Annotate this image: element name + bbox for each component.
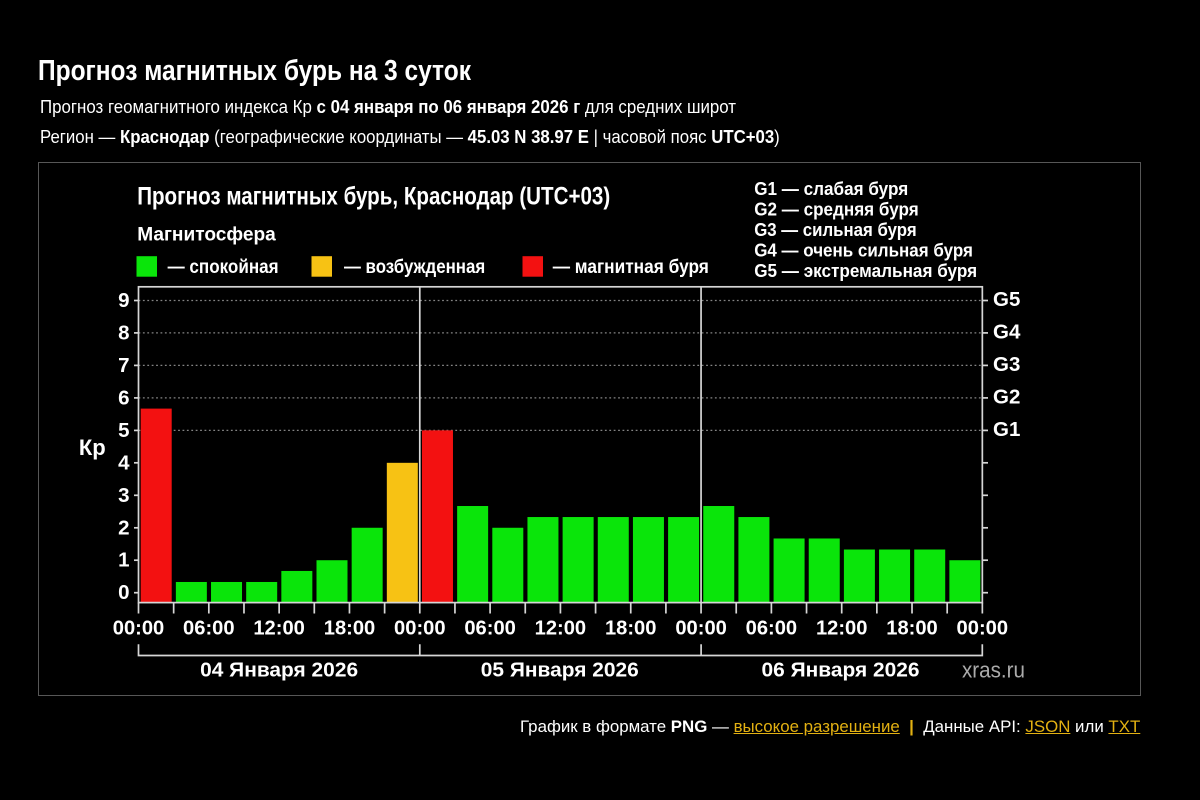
svg-text:06:00: 06:00 [183, 616, 235, 639]
svg-text:06:00: 06:00 [464, 616, 516, 639]
svg-text:Прогноз магнитных бурь, Красно: Прогноз магнитных бурь, Краснодар (UTC+0… [137, 182, 610, 210]
svg-text:7: 7 [118, 354, 129, 377]
svg-text:00:00: 00:00 [394, 616, 446, 639]
svg-text:G2: G2 [993, 386, 1020, 409]
svg-text:1: 1 [118, 549, 129, 572]
svg-text:Магнитосфера: Магнитосфера [137, 223, 276, 245]
svg-text:00:00: 00:00 [675, 616, 727, 639]
svg-text:G1: G1 [993, 418, 1020, 441]
svg-text:06:00: 06:00 [746, 616, 798, 639]
svg-text:G1 — слабая буря: G1 — слабая буря [754, 178, 908, 199]
svg-text:18:00: 18:00 [605, 616, 657, 639]
svg-text:06 Января 2026: 06 Января 2026 [762, 659, 920, 682]
svg-text:— спокойная: — спокойная [168, 256, 279, 278]
svg-text:3: 3 [118, 484, 129, 507]
svg-text:05 Января 2026: 05 Января 2026 [481, 659, 639, 682]
svg-text:G5 — экстремальная буря: G5 — экстремальная буря [754, 260, 977, 281]
svg-text:6: 6 [118, 386, 129, 409]
svg-text:xras.ru: xras.ru [962, 658, 1025, 683]
svg-text:G4: G4 [993, 321, 1021, 344]
svg-text:00:00: 00:00 [113, 616, 165, 639]
svg-text:G3 — сильная буря: G3 — сильная буря [754, 219, 917, 240]
svg-text:12:00: 12:00 [253, 616, 305, 639]
svg-text:9: 9 [118, 289, 129, 312]
svg-text:2: 2 [118, 516, 129, 539]
svg-text:0: 0 [118, 581, 129, 604]
svg-text:Кр: Кр [79, 435, 106, 460]
svg-text:4: 4 [118, 451, 130, 474]
svg-text:— магнитная буря: — магнитная буря [553, 256, 709, 278]
svg-text:04 Января 2026: 04 Января 2026 [200, 659, 358, 682]
svg-text:18:00: 18:00 [886, 616, 938, 639]
svg-text:G5: G5 [993, 288, 1020, 311]
svg-text:5: 5 [118, 419, 129, 442]
svg-text:00:00: 00:00 [957, 616, 1009, 639]
svg-text:— возбужденная: — возбужденная [344, 256, 485, 278]
svg-text:12:00: 12:00 [535, 616, 587, 639]
svg-text:G3: G3 [993, 353, 1020, 376]
svg-text:G4 — очень сильная буря: G4 — очень сильная буря [754, 240, 973, 261]
svg-text:8: 8 [118, 321, 129, 344]
svg-text:12:00: 12:00 [816, 616, 868, 639]
svg-text:18:00: 18:00 [324, 616, 376, 639]
svg-text:G2 — средняя буря: G2 — средняя буря [754, 199, 919, 220]
